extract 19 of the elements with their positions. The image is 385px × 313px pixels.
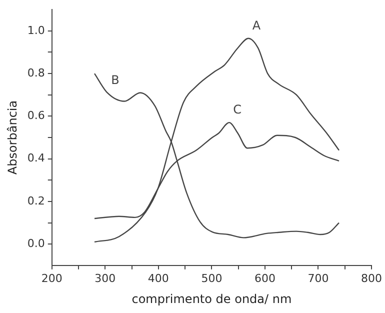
x-tick-label: 600	[254, 272, 276, 285]
y-tick-label: 0.6	[27, 109, 45, 122]
x-tick-label: 300	[94, 272, 116, 285]
y-tick-label: 0.4	[27, 152, 45, 165]
x-tick-label: 500	[201, 272, 222, 285]
x-tick-label: 400	[148, 272, 169, 285]
x-axis-title: comprimento de onda/ nm	[132, 292, 292, 306]
x-tick-label: 700	[308, 272, 329, 285]
line-series	[94, 38, 340, 243]
y-axis-title: Absorbância	[5, 100, 20, 175]
y-tick-label: 0.8	[27, 66, 45, 80]
y-tick-label: 0.0	[27, 236, 45, 250]
series-label: B	[111, 72, 120, 87]
y-tick-label: 0.2	[27, 194, 45, 208]
y-tick-label: 1.0	[27, 24, 45, 37]
series-label: A	[252, 18, 262, 33]
x-tick-label: 200	[41, 272, 62, 285]
x-tick-label: 800	[361, 272, 382, 285]
series-label: C	[233, 102, 242, 117]
